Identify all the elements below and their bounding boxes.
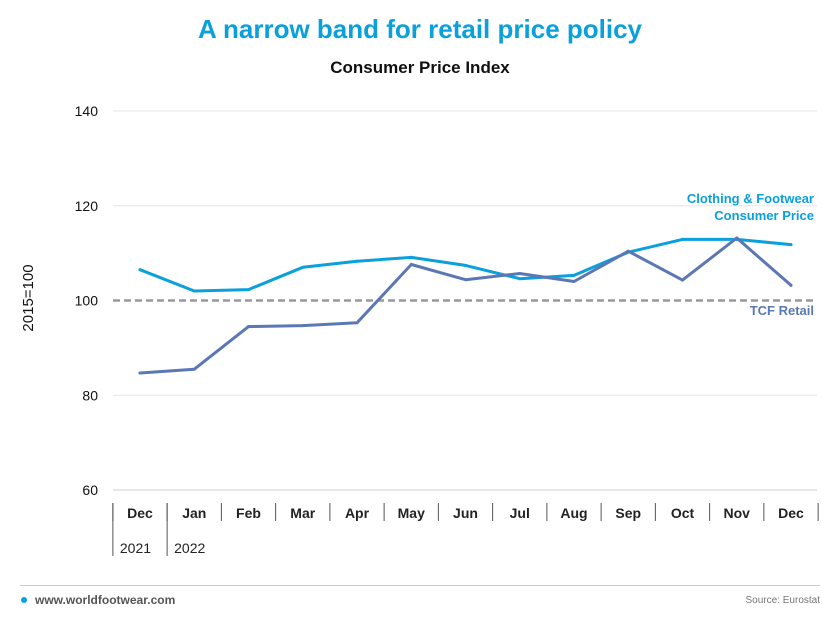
x-tick-label: Feb (236, 505, 261, 521)
data-point (355, 259, 359, 263)
data-point (192, 367, 196, 371)
data-point (464, 278, 467, 282)
series-label-tcf-retail: TCF Retail (750, 303, 814, 318)
series-label-consumer-price: Consumer Price (714, 208, 814, 223)
y-axis-label: 2015=100 (20, 264, 37, 331)
y-tick-label: 80 (82, 387, 98, 403)
data-point (138, 371, 142, 375)
footer-divider (20, 585, 820, 586)
bullet-icon (21, 597, 27, 603)
series-label-clothing-footwear: Clothing & Footwear (687, 191, 814, 206)
y-tick-label: 120 (75, 198, 99, 214)
series-line-tcf-retail (138, 236, 793, 375)
data-point (518, 271, 522, 275)
x-tick-label: Nov (724, 505, 751, 521)
data-point (301, 324, 305, 328)
y-tick-label: 140 (75, 103, 99, 119)
x-tick-label: Jul (510, 505, 530, 521)
x-tick-label: Oct (671, 505, 695, 521)
source-note: Source: Eurostat (745, 595, 820, 606)
data-point (789, 283, 793, 287)
line-chart: 60 80 100 120 140 Dec Jan Feb Mar Apr May Jun Jul Aug… (20, 103, 819, 556)
x-tick-label: Dec (778, 505, 804, 521)
data-point (572, 273, 576, 277)
x-tick-label: Sep (615, 505, 641, 521)
x-tick-label: Aug (560, 505, 587, 521)
data-point (681, 278, 684, 282)
x-tick-label: Dec (127, 505, 153, 521)
year-label: 2021 (120, 540, 151, 556)
data-point (518, 277, 522, 281)
data-point (409, 262, 413, 266)
website-link[interactable]: www.worldfootwear.com (35, 593, 176, 607)
data-point (138, 268, 142, 272)
x-tick-label: Jan (182, 505, 206, 521)
data-point (247, 325, 250, 329)
data-point (789, 243, 793, 247)
x-tick-label: Mar (290, 505, 315, 521)
data-point (192, 289, 196, 293)
data-point (626, 249, 630, 253)
x-tick-label: May (398, 505, 425, 521)
y-tick-label: 60 (82, 482, 98, 498)
data-point (355, 321, 359, 325)
x-tick-label: Apr (345, 505, 370, 521)
data-point (735, 236, 739, 240)
data-point (681, 237, 684, 241)
chart-title: A narrow band for retail price policy (197, 14, 643, 44)
year-label: 2022 (174, 540, 205, 556)
data-point (409, 255, 413, 259)
y-tick-label: 100 (75, 293, 99, 309)
data-point (572, 280, 576, 284)
chart-subtitle: Consumer Price Index (330, 58, 510, 77)
x-tick-label: Jun (453, 505, 478, 521)
data-point (464, 263, 467, 267)
data-point (301, 265, 305, 269)
data-point (247, 288, 250, 292)
